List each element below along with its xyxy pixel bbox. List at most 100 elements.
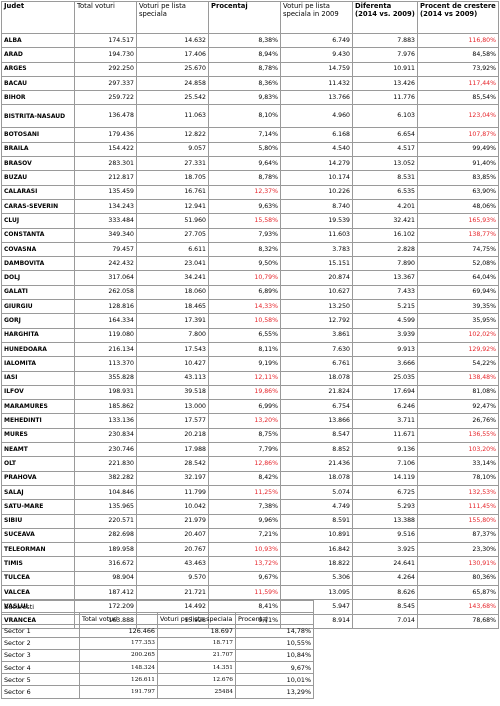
sector-cell-speciala: 12.676 xyxy=(157,673,236,687)
cell-procentaj: 9,19% xyxy=(208,356,281,372)
cell-judet: MEHEDINTI xyxy=(1,413,75,429)
sector-row: Sector 4 148.324 14.351 9,67% xyxy=(1,660,315,675)
cell-crestere: 116,80% xyxy=(417,32,499,49)
cell-total: 212.817 xyxy=(74,170,137,186)
bucuresti-title-row: Bucuresti xyxy=(0,599,315,614)
header-diferenta: Diferenta (2014 vs. 2009) xyxy=(352,1,418,34)
cell-v2009: 6.754 xyxy=(280,399,353,415)
cell-total: 189.958 xyxy=(74,542,137,558)
table-row: TIMIS 316.672 43.463 13,72% 18.822 24.641 130,… xyxy=(1,556,499,572)
cell-diferenta: 9.516 xyxy=(352,527,418,544)
cell-judet: ARAD xyxy=(1,47,75,63)
cell-procentaj: 8,42% xyxy=(208,470,281,486)
cell-diferenta: 3.939 xyxy=(352,327,418,343)
table-row: GIURGIU 128.816 18.465 14,33% 13.250 5.215 39,… xyxy=(1,299,499,315)
cell-v2009: 19.539 xyxy=(280,213,353,229)
sector-cell-speciala: 21.707 xyxy=(157,648,236,662)
cell-total: 216.134 xyxy=(74,341,137,358)
table-row: TULCEA 98.904 9.570 9,67% 5.306 4.264 80,36% xyxy=(1,570,499,586)
cell-procentaj: 11,59% xyxy=(208,584,281,601)
cell-total: 187.412 xyxy=(74,584,137,601)
table-row: CONSTANTA 349.340 27.705 7,93% 11.603 16.102 1… xyxy=(1,227,499,243)
cell-diferenta: 2.828 xyxy=(352,241,418,258)
cell-v2009: 6.761 xyxy=(280,356,353,372)
cell-v2009: 21.436 xyxy=(280,456,353,472)
cell-procentaj: 11,25% xyxy=(208,484,281,501)
cell-crestere: 130,91% xyxy=(417,556,499,572)
table-row: GALATI 262.058 18.060 6,89% 10.627 7.433 69,94… xyxy=(1,284,499,301)
table-row: SUCEAVA 282.698 20.407 7,21% 10.891 9.516 87,3… xyxy=(1,527,499,544)
cell-total: 317.064 xyxy=(74,270,137,286)
cell-diferenta: 6.535 xyxy=(352,184,418,200)
sector-row: Sector 6 191.797 25484 13,29% xyxy=(1,685,315,699)
sector-cell-procentaj: 9,67% xyxy=(234,660,315,675)
cell-crestere: 102,02% xyxy=(417,327,499,343)
cell-diferenta: 24.641 xyxy=(352,556,418,572)
cell-crestere: 107,87% xyxy=(417,127,499,143)
table-row: DAMBOVITA 242.432 23.041 9,50% 15.151 7.890 52… xyxy=(1,256,499,272)
cell-judet: CALARASI xyxy=(1,184,75,200)
cell-diferenta: 11.776 xyxy=(352,90,418,106)
cell-crestere: 26,76% xyxy=(417,413,499,429)
bucuresti-title: Bucuresti xyxy=(0,599,315,614)
cell-crestere: 35,95% xyxy=(417,313,499,329)
cell-crestere: 80,36% xyxy=(417,570,499,586)
sector-row: Sector 3 200.265 21.707 10,84% xyxy=(1,648,315,662)
sector-cell-sector: Sector 1 xyxy=(1,624,80,638)
cell-procentaj: 7,38% xyxy=(208,499,281,515)
cell-procentaj: 19,86% xyxy=(208,384,281,401)
cell-diferenta: 7.106 xyxy=(352,456,418,472)
cell-diferenta: 9.913 xyxy=(352,341,418,358)
cell-total: 113.370 xyxy=(74,356,137,372)
table-row: HARGHITA 119.080 7.800 6,55% 3.861 3.939 102,0… xyxy=(1,327,499,343)
cell-v2009: 5.306 xyxy=(280,570,353,586)
cell-crestere: 85,54% xyxy=(417,90,499,106)
cell-total: 333.484 xyxy=(74,213,137,229)
cell-diferenta: 5.215 xyxy=(352,299,418,315)
cell-speciala: 43.463 xyxy=(136,556,209,572)
cell-diferenta: 13.426 xyxy=(352,75,418,92)
cell-total: 242.432 xyxy=(74,256,137,272)
cell-procentaj: 8,10% xyxy=(208,104,281,129)
cell-judet: BIHOR xyxy=(1,90,75,106)
cell-crestere: 23,30% xyxy=(417,542,499,558)
cell-speciala: 7.800 xyxy=(136,327,209,343)
cell-total: 128.816 xyxy=(74,299,137,315)
cell-speciala: 23.041 xyxy=(136,256,209,272)
cell-crestere: 117,44% xyxy=(417,75,499,92)
cell-procentaj: 12,86% xyxy=(208,456,281,472)
cell-judet: SUCEAVA xyxy=(1,527,75,544)
cell-total: 133.136 xyxy=(74,413,137,429)
cell-judet: SALAJ xyxy=(1,484,75,501)
cell-judet: IASI xyxy=(1,370,75,386)
cell-diferenta: 8.545 xyxy=(352,599,418,615)
cell-crestere: 111,45% xyxy=(417,499,499,515)
cell-v2009: 18.078 xyxy=(280,370,353,386)
cell-judet: CLUJ xyxy=(1,213,75,229)
cell-speciala: 9.057 xyxy=(136,141,209,158)
cell-diferenta: 4.264 xyxy=(352,570,418,586)
cell-speciala: 17.543 xyxy=(136,341,209,358)
cell-diferenta: 16.102 xyxy=(352,227,418,243)
cell-v2009: 7.630 xyxy=(280,341,353,358)
cell-crestere: 155,80% xyxy=(417,513,499,529)
cell-speciala: 27.331 xyxy=(136,156,209,172)
header-total-voturi: Total voturi xyxy=(74,1,137,34)
cell-diferenta: 3.711 xyxy=(352,413,418,429)
cell-speciala: 18.060 xyxy=(136,284,209,301)
cell-v2009: 21.824 xyxy=(280,384,353,401)
cell-crestere: 132,53% xyxy=(417,484,499,501)
table-row: IASI 355.828 43.113 12,11% 18.078 25.035 138,4… xyxy=(1,370,499,386)
sector-cell-procentaj: 10,01% xyxy=(234,673,315,687)
cell-judet: TIMIS xyxy=(1,556,75,572)
cell-v2009: 14.759 xyxy=(280,61,353,77)
sector-cell-sector: Sector 5 xyxy=(1,673,80,687)
county-votes-table: Judet Total voturi Voturi pe lista speci… xyxy=(1,1,499,629)
cell-v2009: 3.861 xyxy=(280,327,353,343)
cell-crestere: 78,68% xyxy=(417,613,499,629)
cell-total: 230.834 xyxy=(74,427,137,444)
table-row: ARAD 194.730 17.406 8,94% 9.430 7.976 84,58% xyxy=(1,47,499,63)
table-row: ARGES 292.250 25.670 8,78% 14.759 10.911 73,92… xyxy=(1,61,499,77)
sector-cell-total: 200.265 xyxy=(79,648,158,662)
cell-procentaj: 8,75% xyxy=(208,427,281,444)
